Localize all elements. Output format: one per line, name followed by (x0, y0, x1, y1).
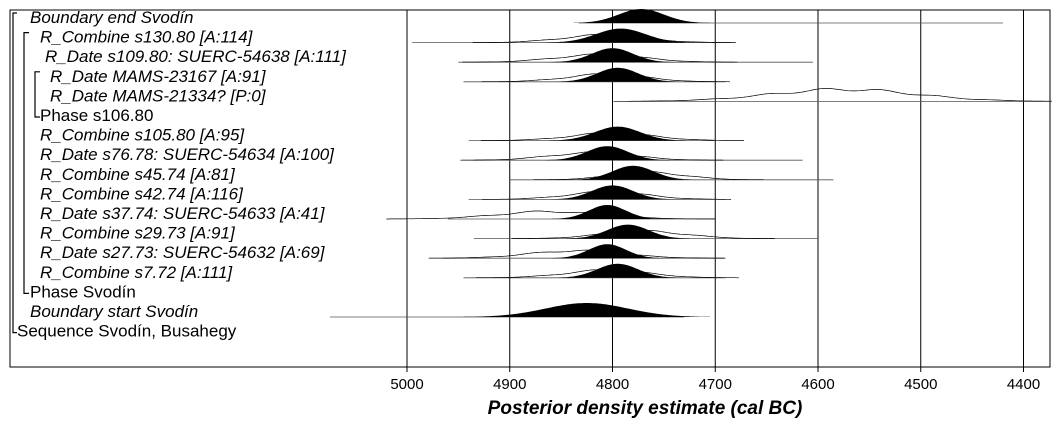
row-label: R_Date s109.80: SUERC-54638 [A:111] (45, 47, 347, 66)
group-bracket (34, 71, 40, 118)
row: R_Combine s130.80 [A:114] (40, 28, 736, 47)
row: R_Combine s45.74 [A:81] (40, 165, 834, 184)
posterior-distribution (571, 165, 695, 180)
posterior-distribution (556, 263, 680, 278)
x-tick-label: 4400 (1007, 376, 1040, 393)
posterior-distribution (546, 28, 695, 43)
posterior-distribution (550, 185, 675, 200)
row-label: R_Combine s29.73 [A:91] (40, 224, 236, 243)
row: R_Combine s42.74 [A:116] (40, 184, 732, 203)
x-axis-ticks: 5000 4900 4800 4700 4600 4500 4400 (390, 367, 1040, 393)
posterior-distribution (549, 126, 686, 141)
row: R_Combine s7.72 [A:111] (40, 263, 739, 282)
row: R_Combine s29.73 [A:91] (40, 224, 818, 243)
row: Boundary end Svodín (30, 8, 1003, 27)
row-label: Sequence Svodín, Busahegy (17, 322, 237, 341)
row: R_Date s37.74: SUERC-54633 [A:41] (40, 204, 716, 223)
group-bracket (23, 32, 29, 294)
x-axis-title: Posterior density estimate (cal BC) (488, 398, 803, 419)
row: R_Date MAMS-21334? [P:0] (50, 86, 1052, 105)
row-label: R_Date s27.73: SUERC-54632 [A:69] (40, 243, 326, 262)
row: Boundary start Svodín (30, 302, 711, 321)
x-tick-label: 4700 (699, 376, 732, 393)
x-tick-label: 4900 (493, 376, 526, 393)
row: R_Date s27.73: SUERC-54632 [A:69] (40, 243, 726, 262)
posterior-distribution (463, 303, 711, 317)
row-label: Phase s106.80 (40, 106, 153, 125)
posterior-distribution (550, 48, 675, 63)
row: R_Combine s105.80 [A:95] (40, 126, 744, 145)
row-label: Boundary end Svodín (30, 8, 194, 27)
posterior-distribution (573, 9, 710, 23)
plot-frame (9, 9, 1051, 368)
row-label: R_Date MAMS-21334? [P:0] (50, 86, 267, 105)
x-tick-label: 4500 (904, 376, 937, 393)
likelihood-curve (613, 88, 1052, 102)
posterior-distribution (551, 205, 663, 219)
row: R_Date MAMS-23167 [A:91] (50, 67, 731, 86)
posterior-distribution (545, 146, 669, 161)
row-label: R_Date MAMS-23167 [A:91] (50, 67, 267, 86)
posterior-distribution (566, 224, 690, 239)
posterior-distribution (556, 67, 680, 82)
likelihood-curve (386, 210, 716, 220)
row-label: R_Date s37.74: SUERC-54633 [A:41] (40, 204, 326, 223)
row-label: Boundary start Svodín (30, 302, 198, 321)
row-label: R_Combine s105.80 [A:95] (40, 126, 245, 145)
row-label: R_Combine s45.74 [A:81] (40, 165, 236, 184)
grouping-brackets (12, 12, 40, 334)
row: Phase s106.80 (40, 106, 153, 125)
group-bracket (12, 12, 17, 334)
row: Sequence Svodín, Busahegy (17, 322, 237, 341)
x-tick-label: 5000 (390, 376, 423, 393)
row-label: R_Combine s7.72 [A:111] (40, 263, 233, 282)
row-label: R_Combine s130.80 [A:114] (40, 28, 254, 47)
x-tick-label: 4800 (596, 376, 629, 393)
row: R_Date s109.80: SUERC-54638 [A:111] (45, 47, 813, 66)
row: Phase Svodín (30, 282, 136, 301)
row-label: R_Date s76.78: SUERC-54634 [A:100] (40, 145, 335, 164)
row-label: R_Combine s42.74 [A:116] (40, 184, 244, 203)
likelihood-curve (428, 249, 725, 259)
row-label: Phase Svodín (30, 282, 136, 301)
row: R_Date s76.78: SUERC-54634 [A:100] (40, 145, 803, 164)
x-tick-label: 4600 (801, 376, 834, 393)
vertical-gridlines (406, 10, 1024, 367)
posterior-distribution (551, 244, 663, 259)
